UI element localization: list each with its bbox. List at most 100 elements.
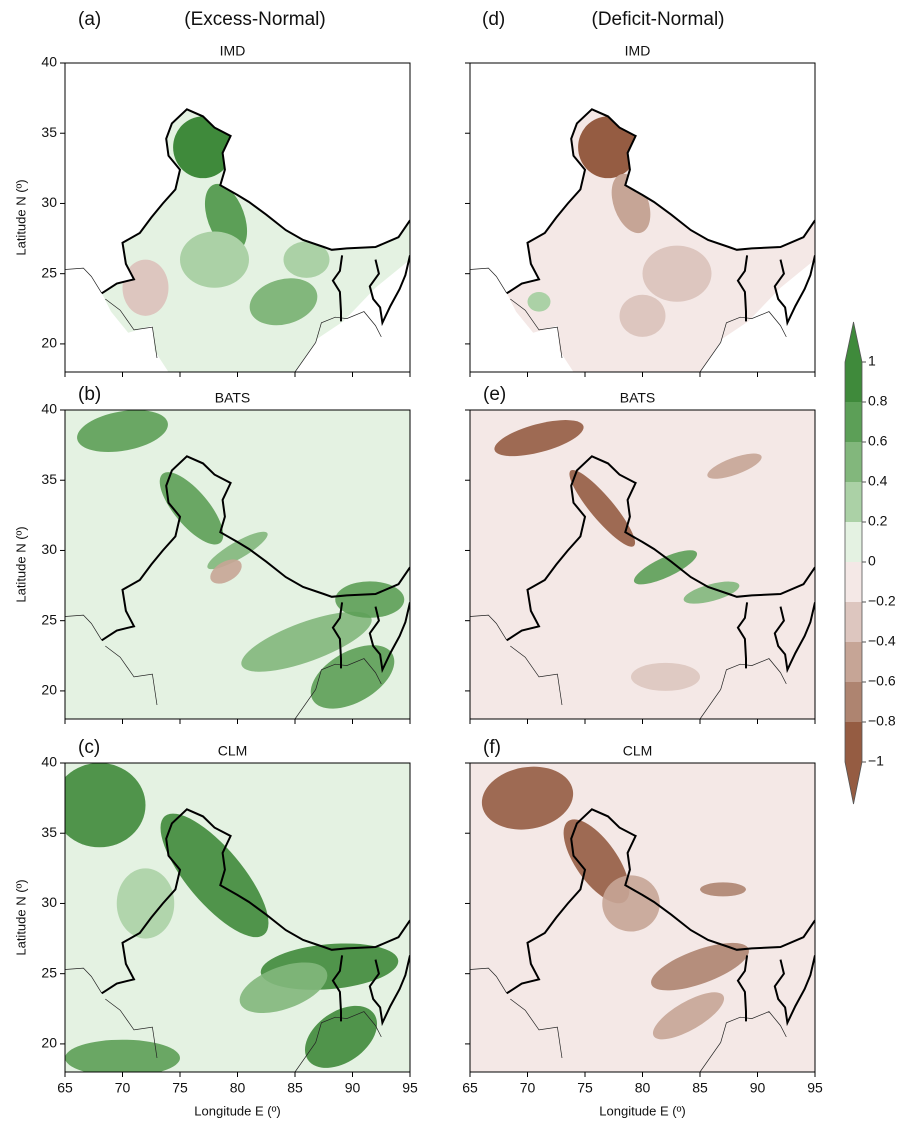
colorbar-segment [845,362,862,402]
y-tick-label: 30 [41,894,57,910]
panel-title: BATS [215,390,251,406]
colorbar-tick-label: −0.8 [868,713,896,729]
x-axis-label: Longitude E (º) [599,1103,685,1118]
border [773,955,815,1027]
map-panel [470,410,815,719]
panel-title: IMD [625,43,651,59]
border [506,808,815,995]
coastline [65,967,103,994]
contour-region [180,231,249,288]
y-tick-label: 20 [41,335,57,351]
coastline [510,998,563,1059]
contour-region [527,291,551,312]
contour-region [683,581,740,604]
contour-region [159,472,224,545]
contour-region [65,763,146,848]
contour-region [207,531,268,570]
colorbar-segment [845,722,862,762]
colorbar-segment [845,602,862,642]
x-tick-label: 95 [402,1080,418,1096]
colorbar-tick-label: 0.4 [868,473,888,489]
colorbar-segment [845,482,862,522]
panel-label: (e) [483,384,506,405]
y-tick-label: 35 [41,824,57,840]
x-tick-label: 90 [345,1080,361,1096]
border [368,255,410,327]
x-tick-label: 95 [807,1080,823,1096]
contour-region [642,245,712,302]
border [506,455,815,642]
y-tick-label: 20 [41,682,57,698]
y-tick-label: 35 [41,471,57,487]
contour-region [335,581,405,618]
colorbar-tick-label: 0.6 [868,433,888,449]
contour-region [631,662,700,691]
contour-region [310,645,395,709]
contour-region [602,875,660,932]
column-header: (Excess-Normal) [184,9,325,30]
x-tick-label: 65 [57,1080,73,1096]
colorbar-segment [845,562,862,602]
column-panel-label: (a) [78,9,101,30]
colorbar-tick-label: 0.8 [868,393,888,409]
coastline [510,298,563,359]
contour-region [619,294,666,337]
column-panel-label: (d) [482,9,505,30]
border [736,602,749,669]
y-tick-label: 25 [41,264,57,280]
contour-region [700,882,746,897]
coastline [105,298,158,359]
y-axis-label: Latitude N (º) [13,879,28,955]
border [331,602,344,669]
y-tick-label: 30 [41,541,57,557]
panel-label: (c) [78,737,100,758]
coastline [470,967,508,994]
panel-title: BATS [620,390,656,406]
border [331,255,344,322]
contour-region [481,766,574,830]
y-tick-label: 20 [41,1035,57,1051]
contour-region [65,1039,180,1072]
map-panel [65,410,410,719]
colorbar-extend-bottom [845,762,862,804]
x-axis-label: Longitude E (º) [194,1103,280,1118]
x-tick-label: 85 [692,1080,708,1096]
colorbar-tick-label: 1 [868,353,876,369]
contour-region [249,278,318,326]
y-tick-label: 40 [41,754,57,770]
map-panel [65,63,410,372]
border [101,108,410,295]
panel-label: (b) [78,384,101,405]
contour-region [707,453,762,479]
colorbar-segment [845,642,862,682]
contour-region [494,420,584,457]
colorbar-tick-label: −0.2 [868,593,896,609]
y-axis-label: Latitude N (º) [13,526,28,602]
colorbar-tick-label: −1 [868,753,884,769]
panel-title: CLM [623,743,653,759]
coastline [470,614,508,641]
coastline [510,645,563,706]
y-tick-label: 35 [41,124,57,140]
x-tick-label: 70 [520,1080,536,1096]
y-tick-label: 30 [41,194,57,210]
border [368,955,410,1027]
coastline [105,998,158,1059]
contour-region [241,611,372,672]
map-panel [470,63,815,372]
colorbar-tick-label: 0.2 [868,513,888,529]
panel-label: (f) [483,737,501,758]
x-tick-label: 80 [635,1080,651,1096]
border [331,955,344,1022]
x-tick-label: 85 [287,1080,303,1096]
contour-region [173,116,233,179]
colorbar-tick-label: 0 [868,553,876,569]
x-tick-label: 90 [750,1080,766,1096]
contour-region [652,992,725,1040]
contour-region [116,868,175,939]
y-tick-label: 25 [41,611,57,627]
y-tick-label: 40 [41,54,57,70]
map-panel [470,763,815,1072]
colorbar-segment [845,522,862,562]
contour-region [283,241,330,278]
